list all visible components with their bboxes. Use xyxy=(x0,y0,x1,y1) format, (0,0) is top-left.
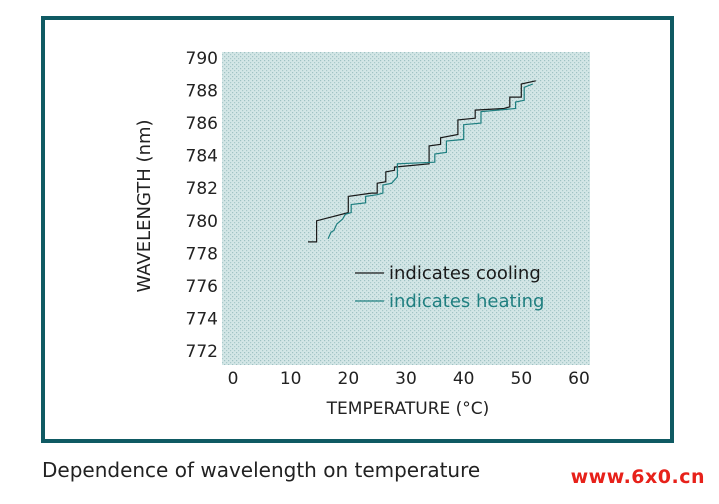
x-tick-label: 20 xyxy=(338,369,360,389)
y-tick-label: 784 xyxy=(186,147,218,167)
x-tick-label: 30 xyxy=(395,369,417,389)
y-axis-label: WAVELENGTH (nm) xyxy=(134,119,155,292)
series-layer xyxy=(308,80,536,243)
y-tick-label: 778 xyxy=(186,244,218,264)
y-tick-label: 776 xyxy=(186,277,218,297)
legend-label-heating: indicates heating xyxy=(389,291,544,312)
x-axis-ticks: 0 10 20 30 40 50 60 xyxy=(228,369,590,389)
x-axis-label: TEMPERATURE (°C) xyxy=(326,399,490,419)
y-tick-label: 790 xyxy=(186,49,218,69)
series-line-cooling xyxy=(308,80,536,243)
watermark: www.6x0.cn xyxy=(570,466,705,488)
legend: indicates cooling indicates heating xyxy=(355,263,544,312)
y-axis-ticks: 772 774 776 778 780 782 784 786 788 790 xyxy=(186,49,218,362)
y-tick-label: 788 xyxy=(186,82,218,102)
x-tick-label: 50 xyxy=(511,369,533,389)
x-tick-label: 40 xyxy=(453,369,475,389)
y-tick-label: 774 xyxy=(186,309,218,329)
series-line-heating xyxy=(327,83,534,239)
y-tick-label: 786 xyxy=(186,114,218,134)
x-tick-label: 0 xyxy=(228,369,239,389)
y-tick-label: 780 xyxy=(186,212,218,232)
x-tick-label: 60 xyxy=(568,369,590,389)
figure-caption: Dependence of wavelength on temperature xyxy=(42,458,481,482)
legend-label-cooling: indicates cooling xyxy=(389,263,541,284)
x-tick-label: 10 xyxy=(280,369,302,389)
plot-area xyxy=(222,52,590,365)
y-tick-label: 782 xyxy=(186,179,218,199)
y-tick-label: 772 xyxy=(186,342,218,362)
